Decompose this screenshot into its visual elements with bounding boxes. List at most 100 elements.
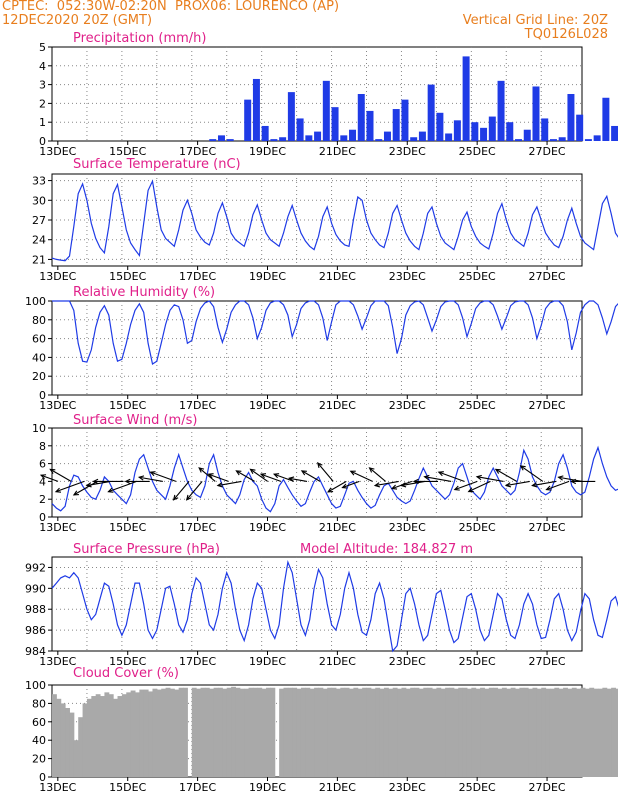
xtick-label: 25DEC [459,521,496,534]
panel-title: Surface Wind (m/s) [73,413,197,428]
wind-arrow [49,468,72,482]
precip-bar [453,120,461,141]
xtick-label: 21DEC [319,399,356,412]
cloud-bar [100,696,105,777]
wind-arrow-shaft [173,481,190,501]
xtick-label: 25DEC [459,399,496,412]
precip-bar [270,139,278,141]
cloud-bar [440,688,446,777]
wind-arrow [172,481,190,501]
panel-frame [51,300,583,396]
ytick-label: 20 [32,753,46,766]
precip-bar [322,80,330,141]
header-line2-right: Vertical Grid Line: 20Z [462,13,608,28]
cloud-bar [108,694,114,777]
panel-frame [51,427,583,518]
wind-arrow-head [235,470,242,476]
cloud-bar [405,688,411,777]
cloud-bar [139,689,145,777]
cloud-bar [226,687,232,777]
cloud-bar [528,688,533,777]
cloud-bar [217,687,223,777]
cloud-bar [427,687,433,777]
cloud-bar [488,687,494,777]
cloud-bar [493,687,499,777]
cloud-bar [375,687,381,777]
wind-arrow-shaft [558,476,583,482]
cloud-bar [204,687,210,777]
cloud-bar [462,687,468,777]
cloud-bar [549,688,555,777]
precip-bar [462,56,470,141]
xtick-label: 19DEC [249,521,286,534]
wind-arrow [423,474,452,482]
xtick-label: 27DEC [529,145,566,158]
wind-arrow-shaft [317,462,334,482]
wind-arrow-shaft [208,473,229,482]
ytick-label: 3 [39,79,46,92]
cloud-bar [331,687,337,777]
header-line2-left: 12DEC2020 20Z (GMT) [2,13,153,28]
precip-bar [506,122,514,141]
wind-arrow-shaft [236,470,255,482]
cloud-bar [117,696,123,777]
wind-arrow-head [504,482,512,488]
panel-0: 0 1 2 3 4 5 13DEC 15DEC 17DEC 19DEC 21DEC 23DEC 25DE… [39,31,618,158]
cloud-bar [532,687,538,777]
cloud-bar [484,688,490,777]
series-line [51,179,618,262]
cloud-bar [65,708,70,777]
cloud-bar [611,687,616,777]
cloud-bar [60,703,66,777]
precip-bar [383,131,391,141]
wind-arrow [235,470,255,482]
cloud-bar [318,687,324,777]
wind-arrow-head [570,478,577,485]
cloud-bar [78,717,84,777]
cloud-bar [156,689,162,777]
precip-bar [541,118,549,141]
wind-arrow [198,467,216,482]
ytick-label: 10 [32,422,46,435]
cloud-bar [362,687,368,777]
cloud-bar [86,698,92,777]
wind-arrow-shaft [217,480,242,487]
cloud-bar [209,688,215,777]
xtick-label: 21DEC [319,521,356,534]
precip-bar [279,137,287,141]
ytick-label: 24 [32,234,46,247]
cloud-bar [169,688,175,777]
cloud-bar [279,688,285,777]
wind-arrow-shaft [495,468,517,482]
precip-bar [217,135,225,141]
precip-bar [349,129,357,141]
precip-bar [357,94,365,141]
precip-bar [515,139,523,141]
xtick-label: 19DEC [249,145,286,158]
wind-arrow [327,480,347,493]
cloud-bar [418,688,424,777]
cloud-bar [244,688,250,777]
wind-arrow [216,480,242,488]
wind-arrow [373,480,399,488]
xtick-label: 23DEC [389,655,426,668]
cloud-bar [322,688,328,777]
xtick-label: 13DEC [39,145,76,158]
cloud-bar [52,694,57,777]
ytick-label: 21 [32,253,46,266]
ytick-label: 100 [25,679,46,692]
wind-arrow [72,480,98,496]
xtick-label: 27DEC [529,270,566,283]
wind-arrow-head [85,482,92,488]
precip-bar [558,137,566,141]
ytick-label: 80 [32,314,46,327]
ytick-label: 0 [39,511,46,524]
wind-arrow-shaft [55,480,85,493]
cloud-bar [266,687,271,777]
cloud-bar [183,687,188,777]
cloud-bar [296,688,302,777]
wind-arrow-shaft [438,471,465,482]
panel-4: 984 986 988 990 992 13DEC 15DEC 17DEC 19DEC 21DEC… [25,542,618,668]
cloud-bar [200,687,206,777]
precip-bar [584,139,592,141]
